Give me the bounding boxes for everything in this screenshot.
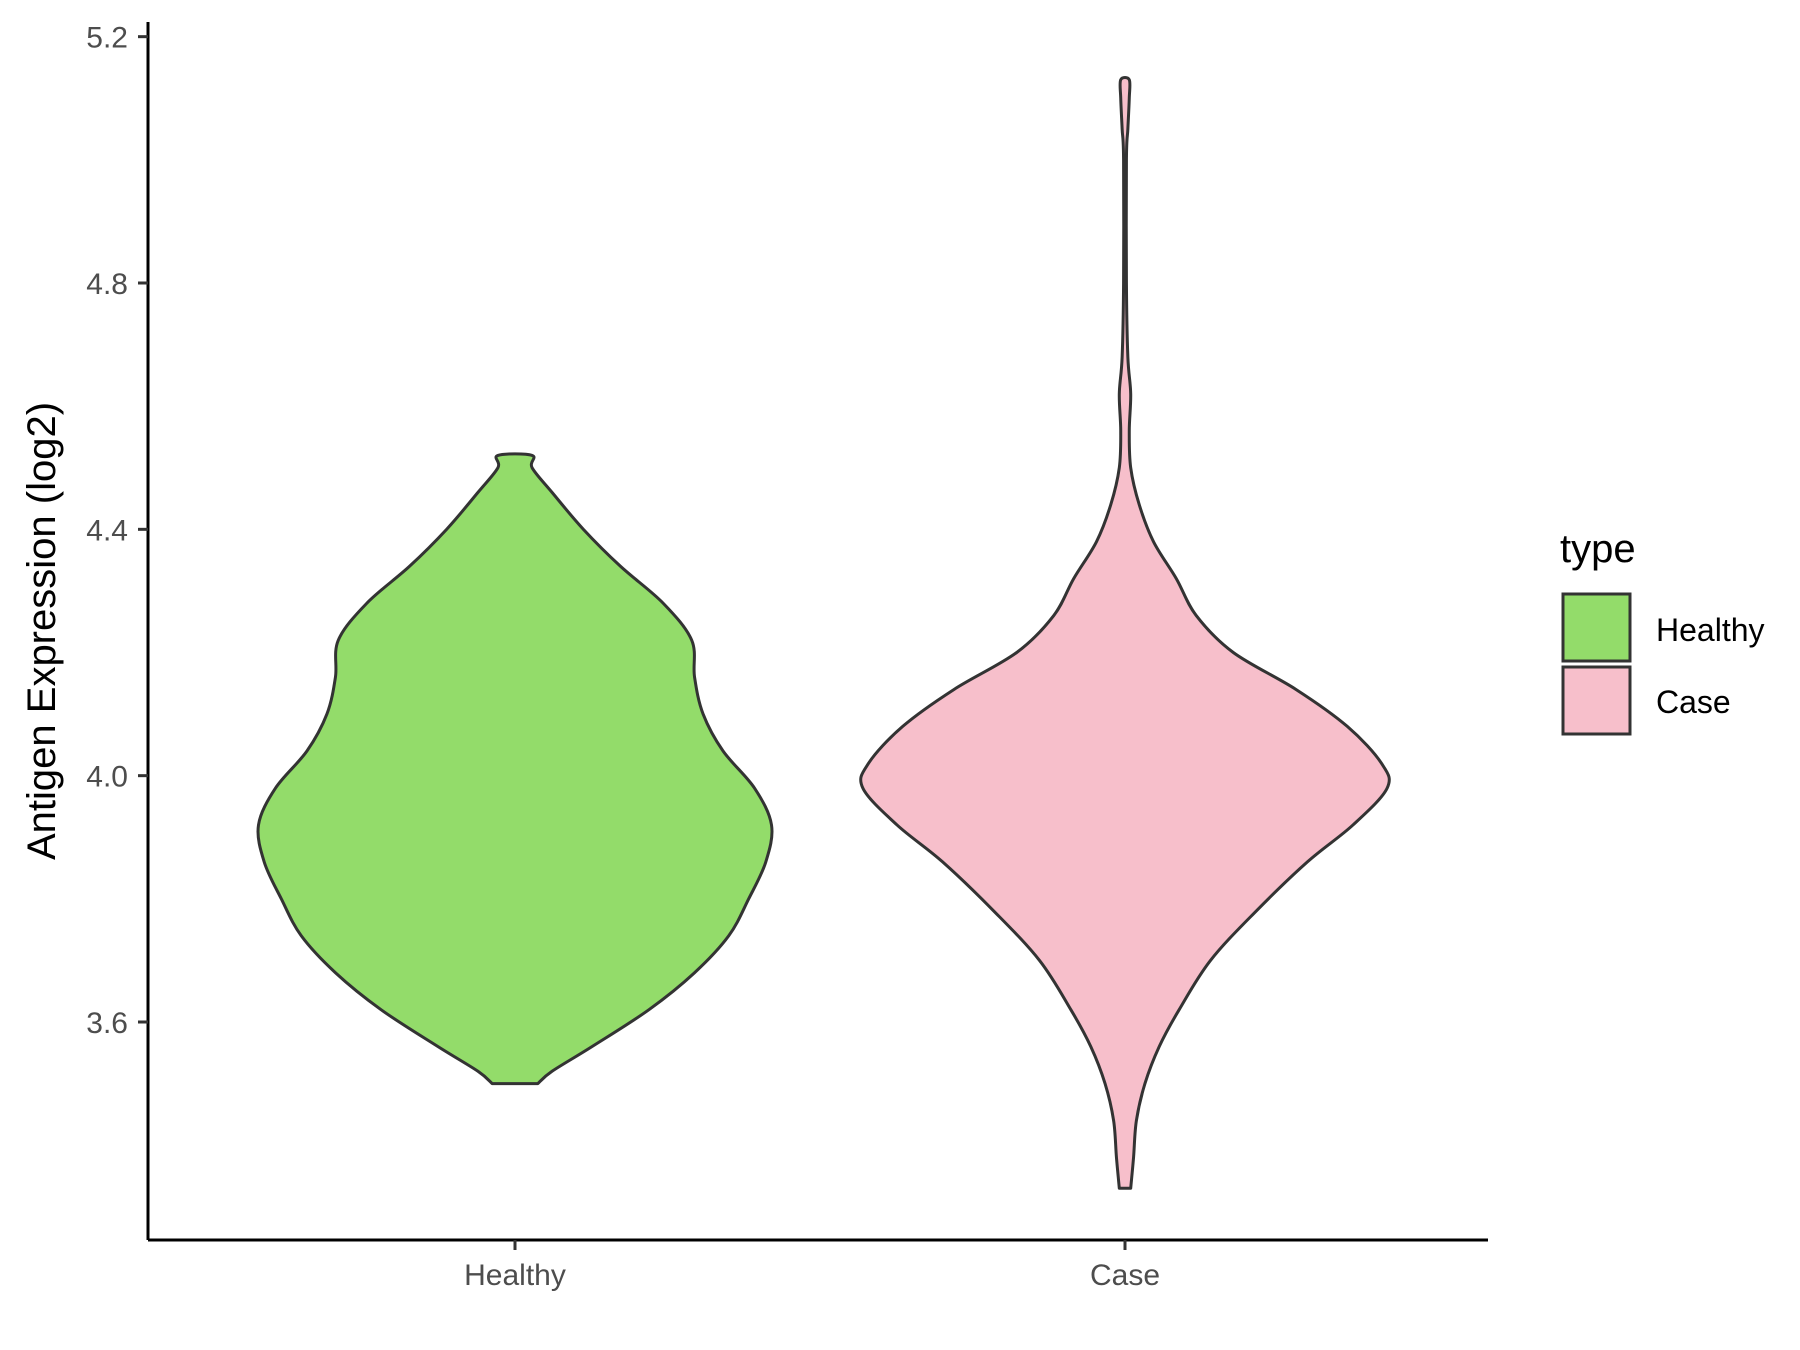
- legend: type Healthy Case: [1560, 527, 1765, 736]
- y-tick-label: 4.0: [86, 761, 128, 794]
- y-axis-title: Antigen Expression (log2): [20, 402, 64, 860]
- legend-title: type: [1560, 527, 1636, 571]
- violin-layer: [256, 75, 1391, 1190]
- legend-label-healthy: Healthy: [1656, 612, 1765, 648]
- legend-label-case: Case: [1656, 684, 1731, 720]
- x-tick-label: Healthy: [464, 1259, 566, 1292]
- y-axis-ticks: 3.6 4.0 4.4 4.8 5.2: [86, 22, 148, 1040]
- violin-case: [859, 75, 1391, 1190]
- y-tick-label: 4.8: [86, 268, 128, 301]
- x-tick-label: Case: [1090, 1259, 1160, 1292]
- y-tick-label: 5.2: [86, 22, 128, 55]
- legend-key-healthy: [1561, 592, 1632, 663]
- y-tick-label: 4.4: [86, 514, 128, 547]
- violin-healthy: [256, 452, 774, 1086]
- legend-key-case: [1561, 665, 1632, 736]
- y-tick-label: 3.6: [86, 1007, 128, 1040]
- x-axis-ticks: Healthy Case: [464, 1240, 1160, 1292]
